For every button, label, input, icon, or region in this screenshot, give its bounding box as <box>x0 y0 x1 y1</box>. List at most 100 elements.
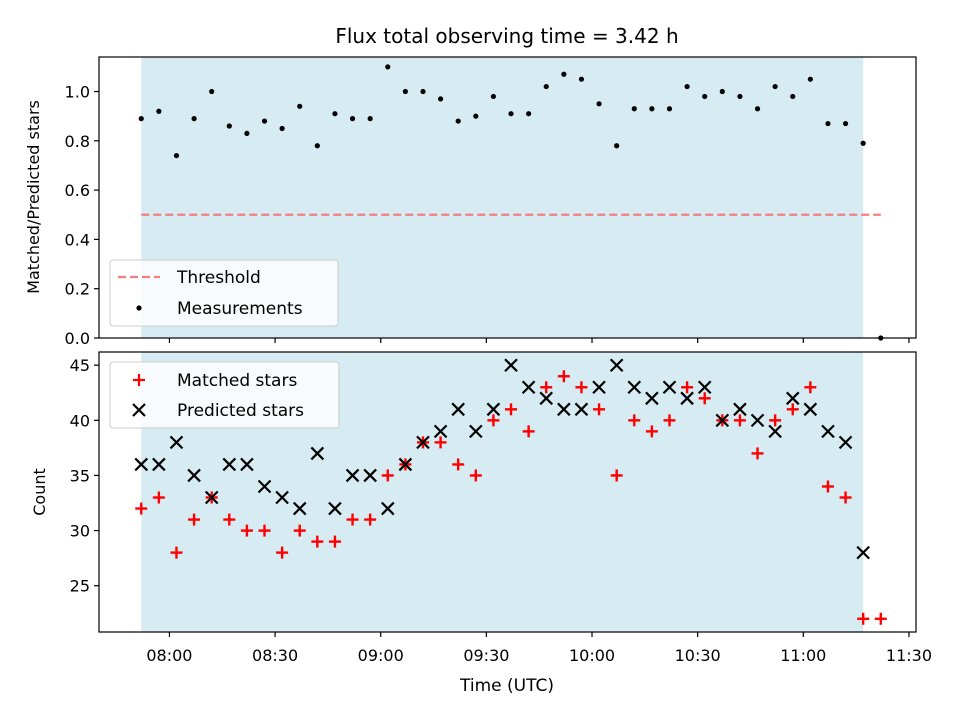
matched-point <box>258 524 271 537</box>
predicted-point <box>680 391 694 406</box>
matched-point <box>135 502 148 515</box>
measurement-point <box>226 123 232 129</box>
chart-title: Flux total observing time = 3.42 h <box>335 24 678 48</box>
measurement-point <box>596 101 602 107</box>
measurement-point <box>702 93 708 100</box>
measurement-point <box>402 88 408 95</box>
predicted-point <box>838 435 853 450</box>
measurement-point <box>367 116 373 122</box>
matched-point <box>610 469 623 482</box>
measurement-point <box>719 88 725 95</box>
matched-point <box>469 469 482 482</box>
matched-point <box>786 403 799 416</box>
top-y-tick-label: 0.0 <box>65 329 90 348</box>
measurement-point <box>526 111 532 117</box>
matched-point <box>487 414 500 427</box>
x-tick-label: 09:00 <box>358 646 404 665</box>
matched-point <box>575 381 588 394</box>
predicted-point <box>187 468 201 483</box>
predicted-point <box>169 435 184 450</box>
predicted-point <box>469 424 483 439</box>
matched-point <box>346 513 359 526</box>
x-tick-label: 11:00 <box>780 646 826 665</box>
predicted-point <box>821 424 835 439</box>
x-axis-label: Time (UTC) <box>459 676 554 696</box>
x-tick-label: 10:30 <box>675 646 721 665</box>
bottom-x-axis: 08:00 08:30 09:00 09:30 10:00 10:30 11:00 11:30 <box>146 632 932 665</box>
matched-point <box>364 513 377 526</box>
predicted-point <box>257 479 272 494</box>
bottom-y-tick-label: 35 <box>70 466 90 485</box>
matched-point <box>821 480 834 493</box>
legend-predicted-swatch <box>132 403 146 417</box>
bottom-y-tick-label: 25 <box>70 577 90 596</box>
measurement-point <box>156 108 162 114</box>
x-tick-label: 08:00 <box>146 646 192 665</box>
measurement-point <box>314 143 320 149</box>
predicted-point <box>662 380 677 395</box>
legend-predicted-label: Predicted stars <box>177 401 304 421</box>
top-axes-frame <box>98 56 917 339</box>
measurement-point <box>561 71 567 77</box>
measurement-point <box>261 118 268 124</box>
top-y-axis-label: Matched/Predicted stars <box>24 100 43 294</box>
measurement-point <box>473 113 479 119</box>
top-y-tick-label: 0.4 <box>65 230 90 249</box>
matched-point <box>240 524 253 537</box>
bottom-y-tick-label: 45 <box>70 356 90 375</box>
bottom-y-tick-label: 40 <box>70 411 90 430</box>
measurement-point <box>173 152 180 159</box>
predicted-point <box>240 457 254 472</box>
legend-threshold-label: Threshold <box>176 268 261 288</box>
legend-measurements-label: Measurements <box>177 299 303 319</box>
predicted-point <box>521 380 536 395</box>
x-tick-label: 11:30 <box>886 646 932 665</box>
matched-point <box>751 447 764 460</box>
predicted-point <box>733 402 747 417</box>
top-y-axis: 0.0 0.2 0.4 0.6 0.8 1.0 <box>65 83 99 348</box>
matched-point <box>804 381 817 394</box>
bottom-y-tick-label: 30 <box>70 522 90 541</box>
matched-point <box>381 469 394 482</box>
counts-series <box>134 358 887 625</box>
matched-point <box>839 491 852 504</box>
bottom-y-axis: 25 30 35 40 45 <box>70 356 99 596</box>
measurement-point <box>332 111 338 117</box>
predicted-point <box>328 501 342 516</box>
measurement-point <box>508 111 514 117</box>
matched-point <box>522 425 535 438</box>
predicted-point <box>557 402 571 417</box>
x-tick-label: 08:30 <box>252 646 298 665</box>
predicted-point <box>134 457 149 472</box>
matched-point <box>223 513 236 526</box>
measurement-point <box>772 83 778 90</box>
matched-point <box>505 403 518 416</box>
predicted-point <box>451 402 465 417</box>
legend-matched-swatch <box>133 374 145 386</box>
measurement-point <box>543 83 549 90</box>
predicted-point <box>486 402 501 417</box>
bottom-axes-frame <box>98 351 917 633</box>
matched-point <box>276 546 289 559</box>
measurement-point <box>138 116 144 122</box>
matched-point <box>681 381 694 394</box>
matched-point <box>557 370 570 383</box>
top-legend: Threshold Measurements <box>109 259 339 327</box>
predicted-point <box>715 413 730 428</box>
measurement-point <box>455 118 461 124</box>
predicted-point <box>785 391 800 406</box>
predicted-point <box>363 468 377 483</box>
measurement-point <box>737 93 743 100</box>
matched-point <box>593 403 606 416</box>
bottom-panel: 25 30 35 40 45 08:00 08:30 09:00 09:30 10:00 10:3… <box>30 351 932 696</box>
bottom-legend-box <box>109 361 340 429</box>
measurement-point <box>842 120 849 127</box>
measurement-point <box>385 64 391 70</box>
predicted-point <box>609 358 624 373</box>
x-tick-label: 09:30 <box>463 646 509 665</box>
predicted-point <box>627 380 642 395</box>
predicted-point <box>697 380 712 395</box>
measurement-point <box>666 106 673 112</box>
matched-point <box>874 612 887 625</box>
